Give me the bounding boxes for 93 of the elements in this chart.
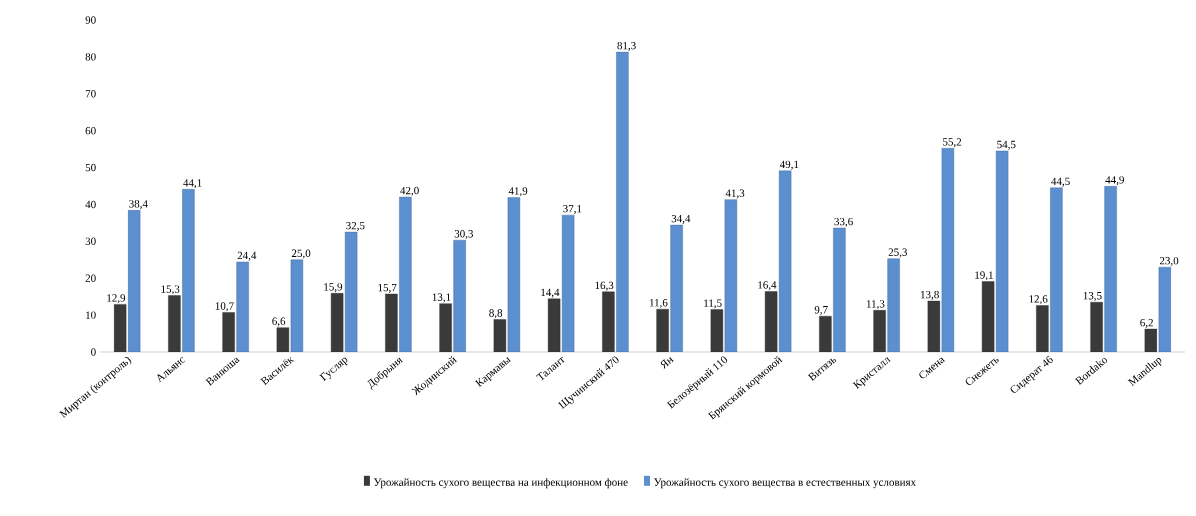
bar xyxy=(778,170,792,352)
data-label: 6,6 xyxy=(272,317,286,327)
bar xyxy=(330,293,344,352)
data-label: 33,6 xyxy=(834,217,853,227)
data-label: 11,6 xyxy=(649,299,668,308)
y-tick-label: 80 xyxy=(85,53,96,61)
data-label: 11,5 xyxy=(704,299,722,309)
data-label: 16,3 xyxy=(595,281,614,291)
bar xyxy=(493,319,507,352)
data-label: 30,3 xyxy=(454,230,474,240)
y-tick-label: 60 xyxy=(85,126,96,135)
data-label: 15,9 xyxy=(324,283,343,293)
y-tick-label: 0 xyxy=(91,348,96,356)
bar xyxy=(981,281,995,352)
bar xyxy=(344,231,358,352)
data-label: 34,4 xyxy=(671,214,691,224)
bar xyxy=(764,291,778,352)
data-label: 23,0 xyxy=(1159,256,1179,266)
bar xyxy=(670,224,683,352)
data-label: 11,3 xyxy=(866,300,885,310)
data-label: 44,9 xyxy=(1105,176,1124,186)
bar xyxy=(873,310,886,352)
bar xyxy=(453,240,466,352)
data-label: 19,1 xyxy=(975,271,993,281)
bar xyxy=(833,227,846,352)
data-label: 81,3 xyxy=(617,41,636,51)
bar xyxy=(236,261,249,352)
bar xyxy=(290,259,304,352)
bar xyxy=(113,304,127,352)
data-label: 9,7 xyxy=(814,306,828,316)
bar xyxy=(222,312,235,352)
bar xyxy=(1158,266,1172,352)
data-label: 44,1 xyxy=(183,179,202,189)
bar xyxy=(276,327,290,352)
bar xyxy=(710,309,724,352)
bar xyxy=(1104,186,1117,352)
y-tick-label: 90 xyxy=(85,16,96,24)
data-label: 25,3 xyxy=(888,248,908,258)
legend-label: Урожайность сухого вещества на инфекционном фоне xyxy=(373,478,628,489)
data-label: 14,4 xyxy=(541,288,560,298)
bar xyxy=(561,214,575,352)
bar xyxy=(656,309,669,352)
data-label: 13,1 xyxy=(432,293,451,303)
bar xyxy=(385,293,398,352)
y-tick-label: 10 xyxy=(86,311,96,319)
x-tick-label: Ян xyxy=(660,356,674,370)
bar xyxy=(724,199,738,352)
data-label: 41,3 xyxy=(725,189,745,199)
bar xyxy=(1144,328,1158,352)
bar xyxy=(439,303,452,352)
data-label: 42,0 xyxy=(400,186,419,196)
y-tick-label: 70 xyxy=(85,90,96,98)
data-label: 55,2 xyxy=(943,138,962,148)
bar xyxy=(995,150,1009,352)
data-label: 15,3 xyxy=(161,285,180,295)
bar xyxy=(547,298,561,352)
data-label: 15,7 xyxy=(378,283,397,293)
y-tick-label: 50 xyxy=(85,163,96,172)
data-label: 41,9 xyxy=(508,187,528,197)
y-tick-label: 40 xyxy=(85,200,96,209)
data-label: 10,7 xyxy=(215,302,234,312)
data-label: 24,4 xyxy=(237,251,257,261)
data-label: 25,0 xyxy=(291,249,311,259)
data-label: 54,5 xyxy=(997,140,1016,150)
data-label: 12,6 xyxy=(1029,295,1048,305)
bar xyxy=(507,197,521,352)
data-label: 32,5 xyxy=(346,221,365,231)
data-label: 49,1 xyxy=(779,160,799,170)
bar xyxy=(616,51,629,352)
data-label: 38,4 xyxy=(129,200,148,210)
bar xyxy=(1036,305,1049,352)
bar xyxy=(602,291,615,352)
data-label: 8,8 xyxy=(489,309,503,319)
bar xyxy=(182,189,195,352)
bar xyxy=(819,316,832,352)
data-label: 16,4 xyxy=(758,281,777,291)
data-label: 37,1 xyxy=(563,204,582,214)
y-tick-label: 20 xyxy=(85,274,96,282)
bar xyxy=(1090,301,1103,352)
bar xyxy=(168,295,181,352)
y-tick-label: 30 xyxy=(85,237,96,246)
data-label: 13,5 xyxy=(1083,292,1102,301)
bar xyxy=(927,300,941,352)
bar xyxy=(941,148,955,352)
bar xyxy=(399,196,412,352)
data-label: 6,2 xyxy=(1140,318,1153,328)
data-label: 13,8 xyxy=(921,290,939,300)
data-label: 44,5 xyxy=(1051,177,1070,187)
bar xyxy=(887,258,900,352)
legend-label: Урожайность сухого вещества в естественных условиях xyxy=(654,478,916,489)
bar xyxy=(1050,187,1063,352)
bar xyxy=(127,210,141,352)
data-label: 12,9 xyxy=(107,294,126,304)
